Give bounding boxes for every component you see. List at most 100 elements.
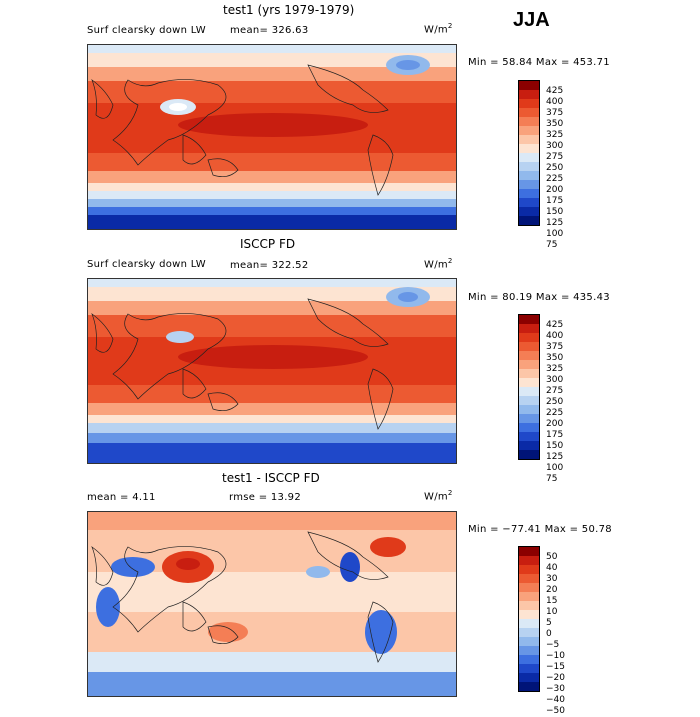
colorbar-tick-label: 400 xyxy=(546,331,564,341)
colorbar-swatch xyxy=(519,664,539,673)
colorbar-tick-label: 325 xyxy=(546,364,564,374)
colorbar-swatch xyxy=(519,198,539,207)
colorbar-tick-label: 50 xyxy=(546,552,558,562)
season-label: JJA xyxy=(513,9,550,31)
colorbar-swatch xyxy=(519,450,539,459)
colorbar-tick-label: 250 xyxy=(546,163,564,173)
colorbar-tick-label: 275 xyxy=(546,152,564,162)
colorbar-swatch xyxy=(519,171,539,180)
colorbar-swatch xyxy=(519,342,539,351)
colorbar-tick-label: 125 xyxy=(546,218,564,228)
panel2-mean: mean= 322.52 xyxy=(230,260,309,271)
colorbar-tick-label: −20 xyxy=(546,673,565,683)
colorbar-swatch xyxy=(519,565,539,574)
panel3-rmse: rmse = 13.92 xyxy=(229,492,302,503)
colorbar-tick-label: 75 xyxy=(546,240,558,250)
colorbar-tick-label: 175 xyxy=(546,196,564,206)
colorbar-tick-label: 150 xyxy=(546,441,564,451)
colorbar-swatch xyxy=(519,556,539,565)
panel1-title: test1 (yrs 1979-1979) xyxy=(223,3,355,17)
panel3-title: test1 - ISCCP FD xyxy=(222,471,320,485)
panel1-colorbar xyxy=(518,80,540,226)
panel2-colorbar xyxy=(518,314,540,460)
colorbar-swatch xyxy=(519,414,539,423)
panel2-minmax: Min = 80.19 Max = 435.43 xyxy=(468,292,610,303)
colorbar-swatch xyxy=(519,619,539,628)
colorbar-swatch xyxy=(519,646,539,655)
colorbar-swatch xyxy=(519,207,539,216)
colorbar-tick-label: 125 xyxy=(546,452,564,462)
colorbar-tick-label: 325 xyxy=(546,130,564,140)
colorbar-tick-label: 100 xyxy=(546,463,564,473)
colorbar-swatch xyxy=(519,441,539,450)
colorbar-swatch xyxy=(519,360,539,369)
panel2-variable: Surf clearsky down LW xyxy=(87,259,206,270)
colorbar-swatch xyxy=(519,637,539,646)
panel2-units: W/m2 xyxy=(424,257,453,271)
colorbar-swatch xyxy=(519,315,539,324)
colorbar-swatch xyxy=(519,592,539,601)
colorbar-swatch xyxy=(519,90,539,99)
colorbar-tick-label: 75 xyxy=(546,474,558,484)
colorbar-swatch xyxy=(519,628,539,637)
colorbar-swatch xyxy=(519,378,539,387)
colorbar-tick-label: −5 xyxy=(546,640,560,650)
colorbar-tick-label: 225 xyxy=(546,174,564,184)
colorbar-tick-label: 300 xyxy=(546,141,564,151)
panel1-units: W/m2 xyxy=(424,22,453,36)
colorbar-tick-label: 275 xyxy=(546,386,564,396)
panel3-minmax: Min = −77.41 Max = 50.78 xyxy=(468,524,612,535)
colorbar-swatch xyxy=(519,432,539,441)
panel2-map xyxy=(87,278,457,464)
colorbar-swatch xyxy=(519,135,539,144)
colorbar-tick-label: 5 xyxy=(546,618,552,628)
colorbar-swatch xyxy=(519,333,539,342)
colorbar-swatch xyxy=(519,682,539,691)
panel3-map xyxy=(87,511,457,697)
panel1-map xyxy=(87,44,457,230)
colorbar-tick-label: 0 xyxy=(546,629,552,639)
colorbar-swatch xyxy=(519,423,539,432)
panel3-colorbar-ticks: 50 40 30 20 15 10 5 0 −5 −10 −15 −20 −30 −40 −50 xyxy=(546,552,565,717)
colorbar-swatch xyxy=(519,583,539,592)
colorbar-tick-label: 30 xyxy=(546,574,558,584)
panel1-minmax: Min = 58.84 Max = 453.71 xyxy=(468,57,610,68)
colorbar-tick-label: 20 xyxy=(546,585,558,595)
colorbar-tick-label: 300 xyxy=(546,375,564,385)
colorbar-tick-label: −40 xyxy=(546,695,565,705)
colorbar-tick-label: −50 xyxy=(546,706,565,716)
colorbar-swatch xyxy=(519,396,539,405)
colorbar-swatch xyxy=(519,351,539,360)
colorbar-tick-label: 375 xyxy=(546,108,564,118)
colorbar-tick-label: 375 xyxy=(546,342,564,352)
colorbar-swatch xyxy=(519,369,539,378)
colorbar-tick-label: 425 xyxy=(546,86,564,96)
colorbar-swatch xyxy=(519,405,539,414)
colorbar-swatch xyxy=(519,189,539,198)
panel3-mean: mean = 4.11 xyxy=(87,492,156,503)
panel2-title: ISCCP FD xyxy=(240,237,296,251)
colorbar-tick-label: 350 xyxy=(546,353,564,363)
colorbar-swatch xyxy=(519,162,539,171)
colorbar-swatch xyxy=(519,117,539,126)
colorbar-tick-label: −15 xyxy=(546,662,565,672)
colorbar-swatch xyxy=(519,99,539,108)
colorbar-swatch xyxy=(519,673,539,682)
colorbar-tick-label: 350 xyxy=(546,119,564,129)
colorbar-swatch xyxy=(519,180,539,189)
colorbar-tick-label: 175 xyxy=(546,430,564,440)
colorbar-swatch xyxy=(519,108,539,117)
colorbar-tick-label: 40 xyxy=(546,563,558,573)
panel1-variable: Surf clearsky down LW xyxy=(87,25,206,36)
colorbar-swatch xyxy=(519,574,539,583)
colorbar-swatch xyxy=(519,547,539,556)
panel3-colorbar xyxy=(518,546,540,692)
colorbar-swatch xyxy=(519,153,539,162)
colorbar-swatch xyxy=(519,655,539,664)
colorbar-tick-label: 15 xyxy=(546,596,558,606)
panel1-mean: mean= 326.63 xyxy=(230,25,309,36)
colorbar-swatch xyxy=(519,324,539,333)
panel3-units: W/m2 xyxy=(424,489,453,503)
colorbar-swatch xyxy=(519,601,539,610)
colorbar-tick-label: 400 xyxy=(546,97,564,107)
